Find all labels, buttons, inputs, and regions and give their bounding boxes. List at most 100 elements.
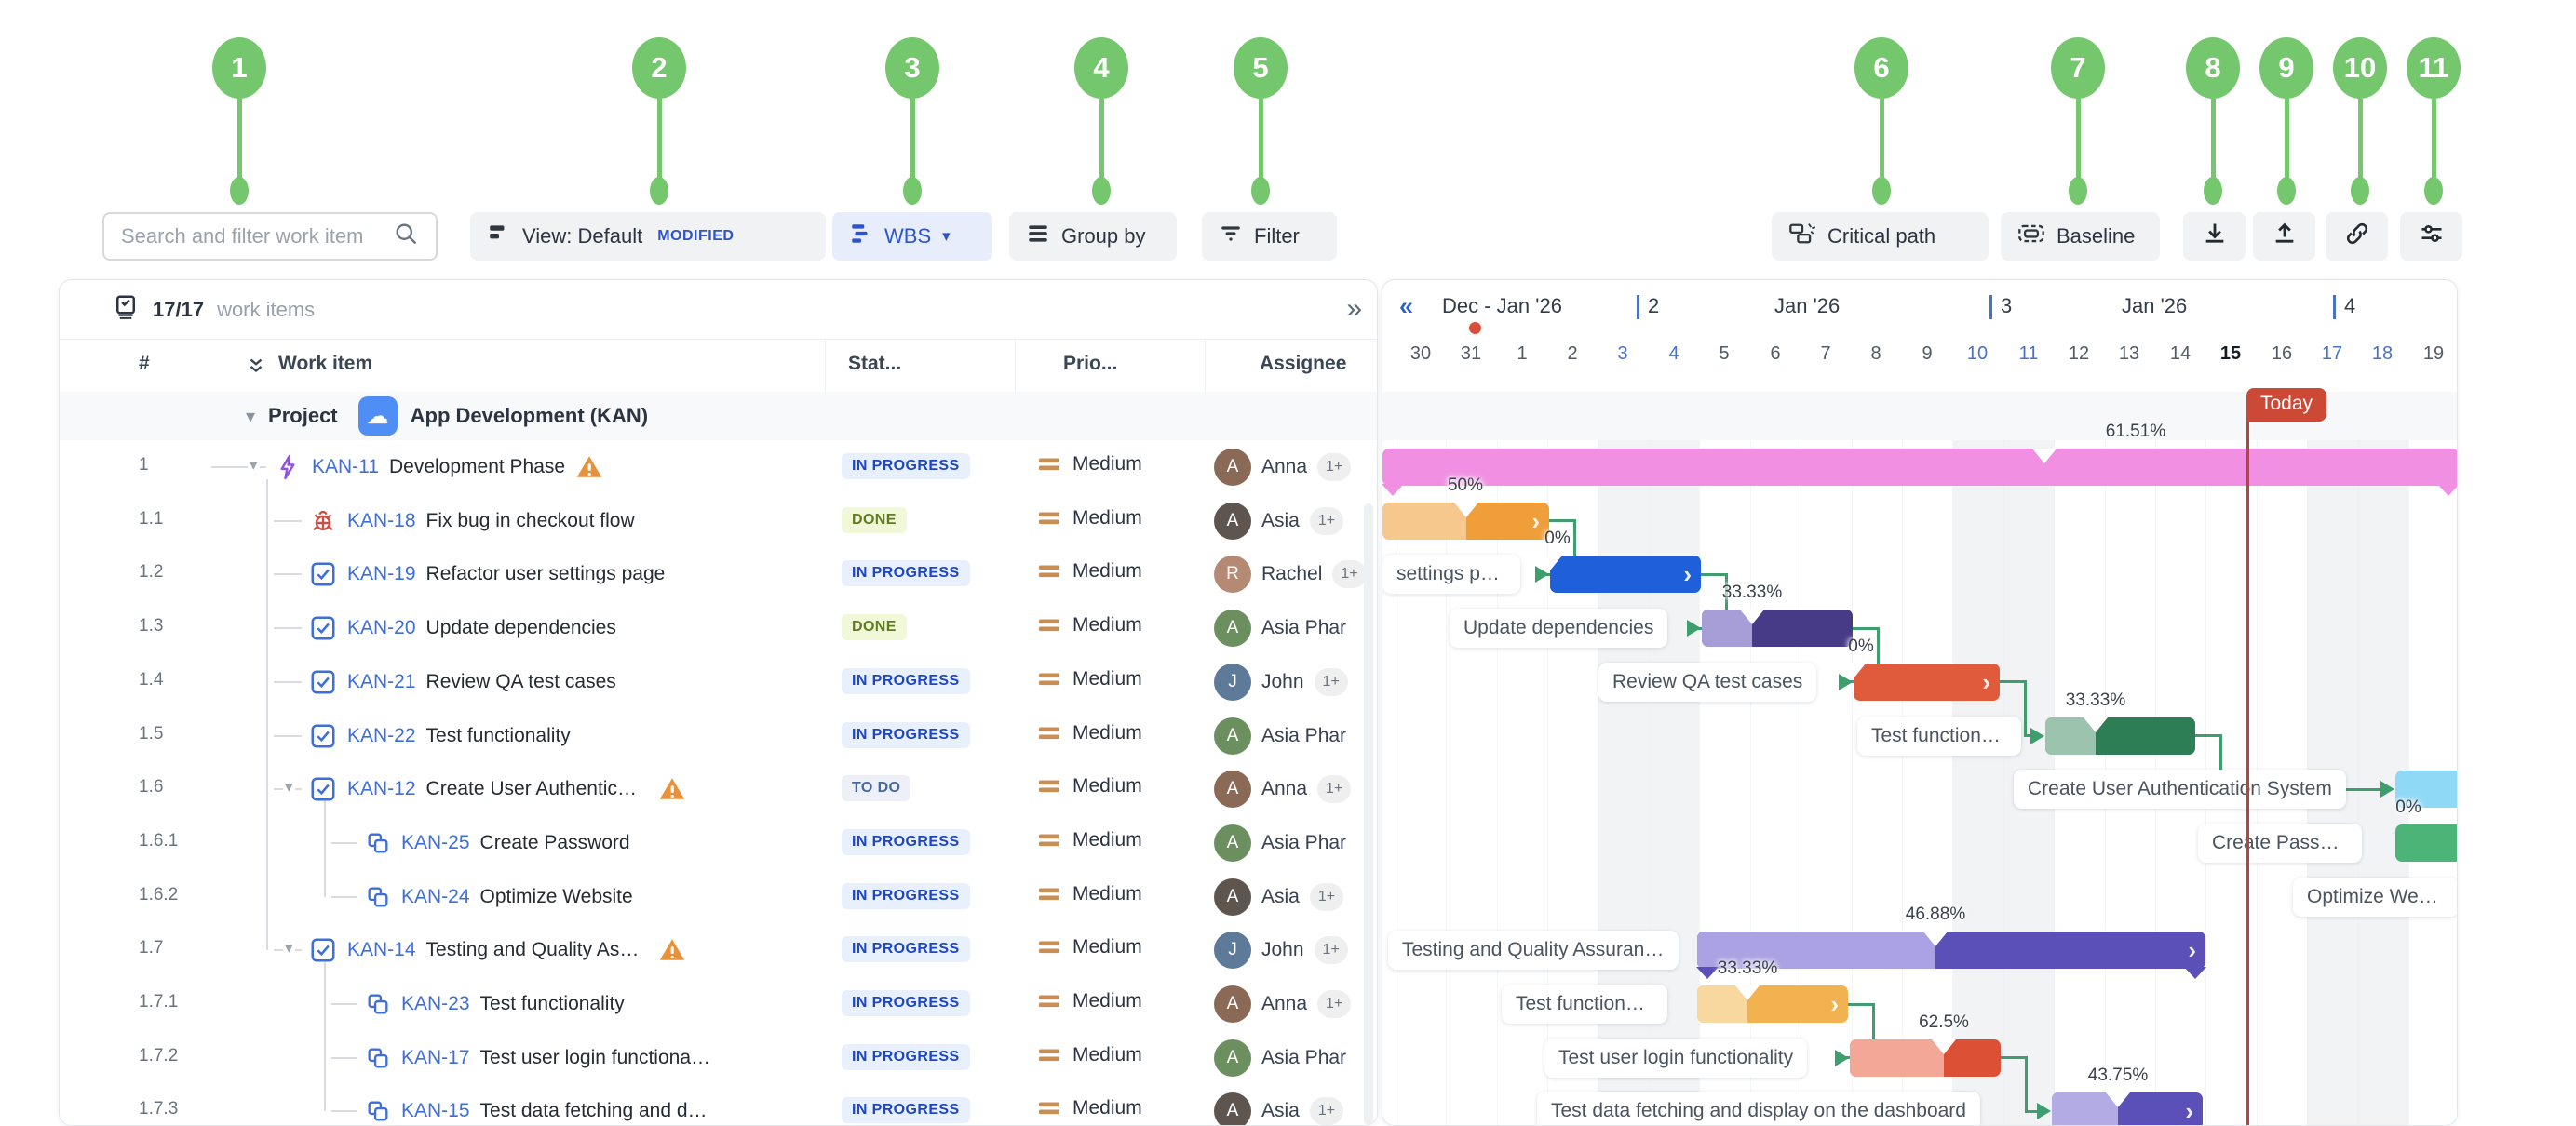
column-work-item[interactable]: Work item (278, 353, 373, 374)
settings-sliders-button[interactable] (2400, 212, 2462, 261)
work-item-key[interactable]: KAN-17 (401, 1046, 470, 1068)
more-assignees-badge[interactable]: 1+ (1309, 1097, 1344, 1125)
assignee-cell[interactable]: A Asia Phar (1214, 610, 1346, 648)
status-badge[interactable]: IN PROGRESS (842, 1097, 970, 1124)
gantt-bar[interactable]: › (1538, 556, 1701, 594)
progress-notch-icon[interactable] (1923, 932, 1948, 947)
table-row-KAN-15[interactable]: 1.7.3 KAN-15 Test data fetching and displa… (60, 1084, 1377, 1125)
critical-path-button[interactable]: Critical path (1772, 212, 1989, 261)
priority-cell[interactable]: Medium (1039, 507, 1142, 529)
assignee-cell[interactable]: A Asia Phar (1214, 717, 1346, 755)
work-item-name[interactable]: Test functionality (479, 993, 625, 1014)
assignee-cell[interactable]: A Asia 1+ (1214, 1092, 1344, 1125)
table-row-KAN-12[interactable]: 1.6 KAN-12 Create User Authentication Syst… (60, 762, 1377, 818)
filter-button[interactable]: Filter (1202, 212, 1337, 261)
project-group-row[interactable]: ▾ Project ☁ App Development (KAN) (60, 392, 1377, 441)
assignee-cell[interactable]: A Anna 1+ (1214, 449, 1352, 486)
status-badge[interactable]: IN PROGRESS (842, 453, 970, 479)
more-assignees-badge[interactable]: 1+ (1317, 453, 1352, 481)
more-assignees-badge[interactable]: 1+ (1317, 990, 1352, 1018)
progress-notch-icon[interactable] (2032, 449, 2057, 463)
group-by-button[interactable]: Group by (1009, 212, 1177, 261)
work-item-name[interactable]: Test user login functionality (479, 1046, 711, 1068)
status-badge[interactable]: IN PROGRESS (842, 560, 970, 587)
status-badge[interactable]: IN PROGRESS (842, 882, 970, 909)
priority-cell[interactable]: Medium (1039, 453, 1142, 476)
table-scrollbar[interactable] (1364, 503, 1373, 1125)
work-item-name[interactable]: Testing and Quality Assurance (425, 939, 648, 961)
table-row-KAN-19[interactable]: 1.2 KAN-19 Refactor user settings page IN P… (60, 547, 1377, 603)
column-status[interactable]: Stat... (848, 353, 902, 374)
work-item-key[interactable]: KAN-19 (347, 563, 416, 585)
gantt-bar[interactable] (2395, 771, 2457, 809)
table-row-KAN-14[interactable]: 1.7 KAN-14 Testing and Quality Assurance ▾ I… (60, 923, 1377, 979)
wbs-button[interactable]: WBS ▾ (832, 212, 992, 261)
work-item-name[interactable]: Development Phase (388, 456, 566, 477)
scroll-left-icon[interactable]: « (1399, 292, 1414, 320)
more-assignees-badge[interactable]: 1+ (1314, 936, 1348, 965)
more-assignees-badge[interactable]: 1+ (1332, 560, 1367, 589)
priority-cell[interactable]: Medium (1039, 614, 1142, 637)
work-item-key[interactable]: KAN-21 (347, 670, 416, 692)
work-item-key[interactable]: KAN-18 (347, 509, 416, 531)
status-badge[interactable]: IN PROGRESS (842, 667, 970, 694)
assignee-cell[interactable]: A Asia Phar (1214, 824, 1346, 862)
assignee-cell[interactable]: R Rachel 1+ (1214, 556, 1367, 594)
work-item-key[interactable]: KAN-22 (347, 724, 416, 746)
priority-cell[interactable]: Medium (1039, 883, 1142, 905)
assignee-cell[interactable]: J John 1+ (1214, 663, 1348, 701)
priority-cell[interactable]: Medium (1039, 722, 1142, 744)
table-row-KAN-21[interactable]: 1.4 KAN-21 Review QA test cases IN PROGRESS… (60, 654, 1377, 710)
work-item-name[interactable]: Test functionality (425, 724, 571, 746)
assignee-cell[interactable]: A Anna 1+ (1214, 771, 1352, 809)
status-badge[interactable]: DONE (842, 614, 907, 641)
gantt-bar[interactable]: › (1382, 502, 1549, 540)
progress-notch-icon[interactable] (1740, 610, 1764, 625)
gantt-bar[interactable] (1850, 1039, 2001, 1077)
column-assignee[interactable]: Assignee (1260, 353, 1347, 374)
gantt-bar[interactable] (2045, 717, 2195, 755)
row-collapse-chevron-icon[interactable]: ▾ (283, 778, 295, 798)
table-row-KAN-24[interactable]: 1.6.2 KAN-24 Optimize Website IN PROGRESS Me… (60, 869, 1377, 925)
column-priority[interactable]: Prio... (1063, 353, 1118, 374)
gantt-bar[interactable]: › (2052, 1092, 2203, 1125)
priority-cell[interactable]: Medium (1039, 668, 1142, 690)
gantt-bar[interactable]: › (1697, 932, 2205, 970)
work-item-name[interactable]: Update dependencies (425, 617, 616, 639)
status-badge[interactable]: IN PROGRESS (842, 1043, 970, 1070)
work-item-name[interactable]: Fix bug in checkout flow (425, 509, 635, 531)
more-assignees-badge[interactable]: 1+ (1309, 882, 1344, 911)
upload-button[interactable] (2253, 212, 2315, 261)
table-row-KAN-11[interactable]: 1 KAN-11 Development Phase ▾ IN PROGRESS Medi… (60, 440, 1377, 495)
assignee-cell[interactable]: A Anna 1+ (1214, 985, 1352, 1023)
status-badge[interactable]: DONE (842, 506, 907, 533)
more-assignees-badge[interactable]: 1+ (1314, 667, 1348, 696)
row-collapse-chevron-icon[interactable]: ▾ (283, 939, 295, 958)
assignee-cell[interactable]: A Asia 1+ (1214, 502, 1344, 540)
expand-panel-icon[interactable]: » (1346, 293, 1362, 324)
status-badge[interactable]: IN PROGRESS (842, 990, 970, 1016)
table-row-KAN-23[interactable]: 1.7.1 KAN-23 Test functionality IN PROGRESS… (60, 977, 1377, 1032)
progress-notch-icon[interactable] (1454, 502, 1478, 517)
work-item-key[interactable]: KAN-25 (401, 831, 470, 853)
collapse-chevron-icon[interactable]: ▾ (246, 406, 256, 427)
work-item-name[interactable]: Create Password (479, 831, 630, 853)
priority-cell[interactable]: Medium (1039, 936, 1142, 958)
gantt-bar[interactable] (2395, 824, 2457, 862)
work-item-name[interactable]: Create User Authentication System (425, 778, 648, 800)
table-row-KAN-25[interactable]: 1.6.1 KAN-25 Create Password IN PROGRESS Med… (60, 815, 1377, 871)
work-item-key[interactable]: KAN-20 (347, 617, 416, 639)
status-badge[interactable]: IN PROGRESS (842, 936, 970, 963)
table-row-KAN-17[interactable]: 1.7.2 KAN-17 Test user login functionality… (60, 1030, 1377, 1086)
priority-cell[interactable]: Medium (1039, 1097, 1142, 1119)
copy-link-button[interactable] (2326, 212, 2388, 261)
gantt-bar[interactable]: › (1841, 663, 2000, 701)
status-badge[interactable]: IN PROGRESS (842, 828, 970, 855)
priority-cell[interactable]: Medium (1039, 990, 1142, 1012)
work-item-key[interactable]: KAN-11 (312, 456, 379, 477)
table-row-KAN-20[interactable]: 1.3 KAN-20 Update dependencies DONE Medium A A… (60, 601, 1377, 657)
progress-notch-icon[interactable] (1841, 663, 1866, 678)
gantt-bar[interactable] (1702, 610, 1853, 648)
progress-notch-icon[interactable] (2106, 1092, 2130, 1108)
progress-notch-icon[interactable] (2084, 717, 2108, 732)
